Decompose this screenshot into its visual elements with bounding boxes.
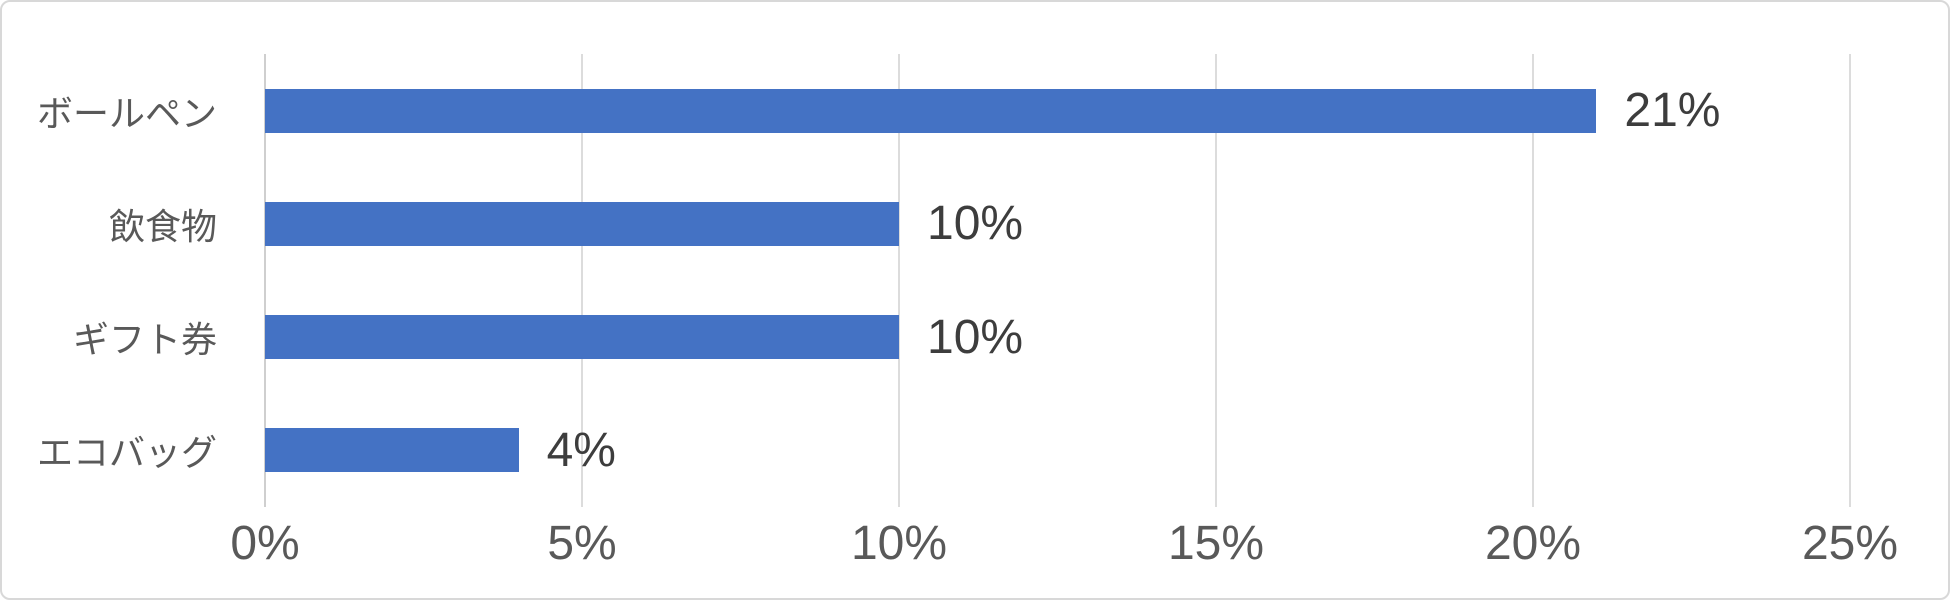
x-tick-label: 20% [1484, 517, 1582, 570]
value-label: 10% [927, 310, 1024, 364]
bar [265, 428, 519, 473]
value-label: 10% [927, 197, 1024, 251]
x-tick-label: 5% [547, 517, 617, 570]
x-tick-label: 0% [230, 517, 300, 570]
x-tick-label: 15% [1167, 517, 1265, 570]
bar [265, 315, 899, 360]
value-label: 21% [1624, 84, 1721, 138]
category-label: ボールペン [36, 92, 217, 134]
value-label: 4% [546, 423, 616, 477]
y-axis-line [264, 54, 266, 507]
category-label: エコバッグ [36, 432, 217, 474]
gridline [1849, 54, 1851, 507]
gridline [1532, 54, 1534, 507]
gridline [581, 54, 583, 507]
category-label: 飲食物 [108, 205, 217, 247]
bar [265, 88, 1597, 133]
gridline [1215, 54, 1217, 507]
bar [265, 201, 899, 246]
x-tick-label: 10% [850, 517, 948, 570]
x-tick-label: 25% [1801, 517, 1899, 570]
category-label: ギフト券 [72, 319, 217, 361]
gridline [898, 54, 900, 507]
